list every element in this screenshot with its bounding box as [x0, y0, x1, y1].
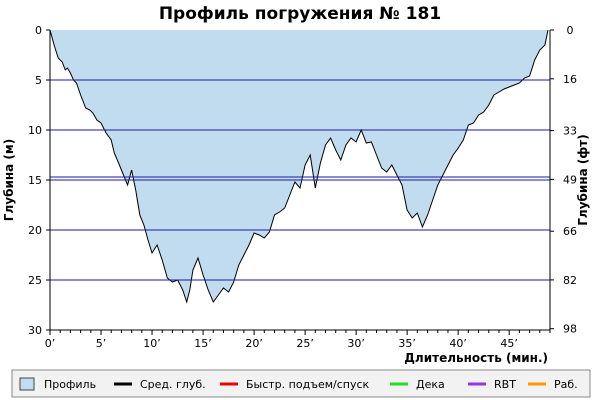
legend-label: RBT: [494, 378, 516, 391]
y-tick-label-right: 49: [563, 173, 577, 186]
y-axis-left: 0 5 10 15 20 25 30: [28, 24, 50, 337]
y-tick-label-right: 33: [563, 125, 577, 138]
x-tick-label: 40’: [449, 337, 467, 350]
y-axis-right: 0 16 33 49 66 82 98: [550, 24, 577, 336]
chart-title: Профиль погружения № 181: [159, 4, 441, 24]
x-tick-label: 30’: [347, 337, 365, 350]
x-axis-label: Длительность (мин.): [404, 351, 548, 365]
legend-label: Сред. глуб.: [140, 378, 206, 391]
legend-label: Профиль: [44, 378, 96, 391]
y-tick-label-left: 20: [28, 224, 42, 237]
legend: Профиль Сред. глуб. Быстр. подъем/спуск Дек…: [19, 377, 578, 391]
x-tick-label: 25’: [296, 337, 314, 350]
y-tick-label-right: 0: [567, 24, 574, 37]
y-tick-label-left: 30: [28, 324, 42, 337]
x-tick-label: 35’: [398, 337, 416, 350]
x-tick-label: 15’: [194, 337, 212, 350]
y-tick-label-right: 16: [563, 73, 577, 86]
x-tick-label: 45’: [500, 337, 518, 350]
y-tick-label-left: 25: [28, 274, 42, 287]
y-tick-label-left: 0: [35, 24, 42, 37]
y-tick-label-left: 5: [35, 74, 42, 87]
y-tick-label-right: 98: [563, 323, 577, 336]
x-tick-label: 20’: [245, 337, 263, 350]
y-axis-label-left: Глубина (м): [2, 139, 16, 221]
depth-lines: [50, 79, 550, 281]
x-tick-label: 5’: [96, 337, 107, 350]
legend-label: Дека: [416, 378, 445, 391]
y-tick-label-right: 66: [563, 225, 577, 238]
legend-box: [11, 369, 591, 398]
profile-line: [49, 29, 549, 304]
x-axis: 0’ 5’ 10’ 15’ 20’ 25’ 30’ 35’ 40’ 45’: [45, 330, 551, 350]
x-tick-label: 10’: [143, 337, 161, 350]
y-tick-label-left: 10: [28, 124, 42, 137]
x-tick-label: 0’: [45, 337, 56, 350]
y-tick-label-left: 15: [28, 174, 42, 187]
legend-label: Быстр. подъем/спуск: [246, 378, 370, 391]
legend-swatch-profile: [19, 377, 35, 391]
profile-area: [50, 30, 548, 302]
y-tick-label-right: 82: [563, 274, 577, 287]
y-axis-label-right: Глубина (фт): [576, 134, 590, 225]
legend-label: Раб.: [554, 378, 578, 391]
